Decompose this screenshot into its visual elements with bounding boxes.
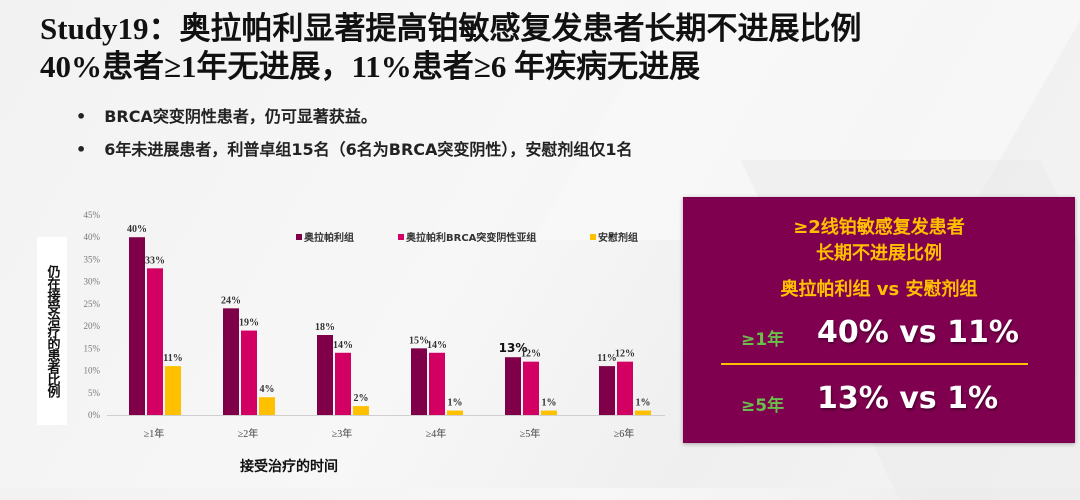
bar [429,352,445,415]
data-label: 12% [521,349,541,360]
panel-heading-1: ≥2线铂敏感复发患者 [793,217,965,238]
bullet-text: BRCA突变阴性患者，仍可显著获益。 [104,107,377,126]
bullet-list: • BRCA突变阴性患者，仍可显著获益。 • 6年未进展患者，利普卓组15名（6名为… [76,100,633,166]
x-tick-label: ≥3年 [332,427,353,440]
x-tick-label: ≥5年 [520,427,541,440]
bar [617,361,633,415]
data-label: 40% [127,224,147,235]
bar [317,335,333,415]
legend-label: 奥拉帕利BRCA突变阴性亚组 [406,231,536,244]
y-tick-label: 5% [88,388,101,398]
bar [541,410,557,415]
panel-divider [721,363,1028,365]
slide-title: Study19：奥拉帕利显著提高铂敏感复发患者长期不进展比例 40%患者≥1年无… [40,10,862,86]
y-tick-label: 35% [84,254,101,264]
row-label: ≥1年 [741,330,785,350]
x-tick-label: ≥1年 [144,427,165,440]
bar [259,397,275,415]
y-axis-title-box: 仍在接受治疗的患者比例 [37,237,67,425]
data-label: 1% [542,398,557,409]
y-tick-label: 25% [84,299,101,309]
bar [335,352,351,415]
bar [353,406,369,415]
bar [523,361,539,415]
legend-label: 奥拉帕利组 [304,231,354,244]
y-tick-label: 0% [88,410,101,420]
x-tick-label: ≥2年 [238,427,259,440]
data-label: 14% [427,340,447,351]
bar [129,237,145,415]
x-tick-label: ≥4年 [426,427,447,440]
data-label: 4% [260,384,275,395]
legend-swatch [296,234,302,240]
legend-label: 安慰剂组 [598,231,638,244]
data-label: 19% [239,318,259,329]
data-label: 2% [354,393,369,404]
panel-heading-2: 长期不进展比例 [816,243,942,264]
data-label: 13% [499,341,528,355]
bar-chart: 0% 5% 10% 15% 20% 25% 30% 35% 40% 45% ≥1年 40% 33% 11%… [84,210,665,440]
data-label: 12% [615,349,635,360]
data-label: 18% [315,322,335,333]
bullet-text: 6年未进展患者，利普卓组15名（6名为BRCA突变阴性），安慰剂组仅1名 [104,140,633,159]
row-value: 13% vs 1% [817,381,999,416]
x-tick-label: ≥6年 [614,427,635,440]
data-label: 11% [163,353,182,364]
bar [505,357,521,415]
data-label: 1% [448,398,463,409]
y-tick-label: 45% [84,210,101,220]
bar [165,366,181,415]
legend-swatch [398,234,404,240]
x-axis-title: 接受治疗的时间 [240,459,338,475]
bar [147,268,163,415]
bullet-item: • 6年未进展患者，利普卓组15名（6名为BRCA突变阴性），安慰剂组仅1名 [76,133,633,166]
panel-heading-3: 奥拉帕利组 vs 安慰剂组 [780,279,978,300]
bullet-dot-icon: • [76,140,87,159]
row-value: 40% vs 11% [817,315,1019,350]
data-label: 11% [597,353,616,364]
bar [447,410,463,415]
bullet-dot-icon: • [76,107,87,126]
y-tick-label: 30% [84,277,101,287]
y-tick-label: 10% [84,366,101,376]
bar [635,410,651,415]
bar [223,308,239,415]
data-label: 14% [333,340,353,351]
title-line-1: Study19：奥拉帕利显著提高铂敏感复发患者长期不进展比例 [40,11,862,46]
y-tick-label: 40% [84,232,101,242]
data-label: 33% [145,255,165,266]
bar [241,330,257,415]
row-label: ≥5年 [741,396,785,416]
y-axis-title: 仍在接受治疗的患者比例 [44,265,60,397]
title-line-2: 40%患者≥1年无进展，11%患者≥6 年疾病无进展 [40,49,701,84]
data-label: 15% [409,335,429,346]
bullet-item: • BRCA突变阴性患者，仍可显著获益。 [76,100,633,133]
legend-swatch [590,234,596,240]
y-tick-label: 20% [84,321,101,331]
bar [599,366,615,415]
data-label: 24% [221,295,241,306]
data-label: 1% [636,398,651,409]
y-tick-label: 15% [84,343,101,353]
summary-panel: ≥2线铂敏感复发患者 长期不进展比例 奥拉帕利组 vs 安慰剂组 ≥1年 40%… [683,197,1075,443]
bar [411,348,427,415]
